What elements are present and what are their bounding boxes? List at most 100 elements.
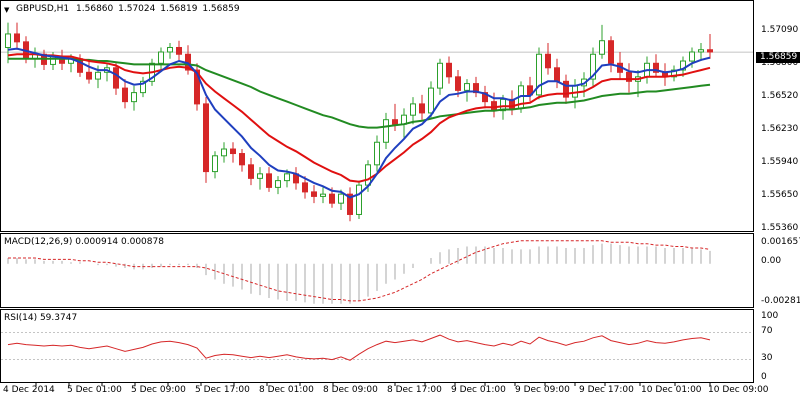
bear-candle bbox=[239, 153, 245, 166]
bear-candle bbox=[311, 191, 317, 197]
bull-candle bbox=[5, 33, 11, 48]
bull-candle bbox=[275, 180, 281, 188]
bear-candle bbox=[419, 103, 425, 114]
price-label: 1.56800 bbox=[761, 58, 799, 68]
rsi-label: 100 bbox=[761, 311, 779, 321]
bull-candle bbox=[356, 184, 362, 215]
price-label: 1.57090 bbox=[761, 25, 799, 35]
bear-candle bbox=[194, 69, 200, 105]
rsi-title: RSI(14) 59.3747 bbox=[4, 313, 78, 323]
bull-candle bbox=[374, 141, 380, 166]
bear-candle bbox=[203, 103, 209, 173]
bull-candle bbox=[671, 69, 677, 78]
bull-candle bbox=[212, 155, 218, 173]
bull-candle bbox=[140, 80, 146, 94]
bull-candle bbox=[95, 71, 101, 80]
bull-candle bbox=[689, 51, 695, 62]
time-label: 9 Dec 09:00 bbox=[515, 385, 570, 395]
ma-slow-line bbox=[8, 57, 711, 129]
chart-header: GBPUSD,H1 1.56860 1.57024 1.56819 1.5685… bbox=[16, 4, 240, 14]
price-label: 1.56520 bbox=[761, 91, 799, 101]
bear-candle bbox=[473, 83, 479, 94]
rsi-line bbox=[7, 334, 711, 361]
bear-candle bbox=[86, 71, 92, 80]
bear-candle bbox=[554, 67, 560, 82]
bull-candle bbox=[428, 87, 434, 114]
price-pane[interactable] bbox=[0, 0, 754, 232]
bear-candle bbox=[653, 62, 659, 73]
time-label: 9 Dec 01:00 bbox=[451, 385, 506, 395]
bear-candle bbox=[707, 49, 713, 53]
bull-candle bbox=[599, 40, 605, 55]
time-label: 8 Dec 01:00 bbox=[259, 385, 314, 395]
bear-candle bbox=[392, 119, 398, 125]
bear-candle bbox=[545, 53, 551, 69]
bear-candle bbox=[626, 71, 632, 82]
bull-candle bbox=[257, 173, 263, 179]
symbol-label: GBPUSD,H1 bbox=[16, 4, 70, 14]
rsi-label: 30 bbox=[761, 353, 773, 363]
bear-candle bbox=[329, 193, 335, 204]
bull-candle bbox=[590, 53, 596, 80]
bull-candle bbox=[464, 83, 470, 91]
time-label: 5 Dec 01:00 bbox=[67, 385, 122, 395]
bear-candle bbox=[266, 173, 272, 188]
bull-candle bbox=[320, 193, 326, 197]
rsi-pane[interactable] bbox=[0, 309, 754, 383]
bear-candle bbox=[113, 67, 119, 89]
price-label: 1.56230 bbox=[761, 124, 799, 134]
price-label: 1.55940 bbox=[761, 157, 799, 167]
bear-candle bbox=[230, 148, 236, 155]
bull-candle bbox=[437, 62, 443, 89]
price-label: 1.55360 bbox=[761, 223, 799, 233]
open-value: 1.56860 bbox=[76, 4, 114, 14]
bull-candle bbox=[158, 51, 164, 64]
bear-candle bbox=[482, 92, 488, 103]
symbol-dropdown-icon[interactable]: ▼ bbox=[4, 6, 10, 14]
bull-candle bbox=[500, 98, 506, 112]
bull-candle bbox=[536, 53, 542, 96]
price-label: 1.55650 bbox=[761, 190, 799, 200]
time-label: 10 Dec 09:00 bbox=[708, 385, 769, 395]
macd-title: MACD(12,26,9) 0.000914 0.000878 bbox=[4, 237, 164, 247]
bear-candle bbox=[608, 40, 614, 64]
high-value: 1.57024 bbox=[118, 4, 156, 14]
time-label: 5 Dec 17:00 bbox=[195, 385, 250, 395]
current-price-tag: 1.56859 bbox=[756, 52, 800, 63]
time-label: 10 Dec 01:00 bbox=[641, 385, 702, 395]
time-label: 4 Dec 2014 bbox=[3, 385, 55, 395]
bear-candle bbox=[122, 87, 128, 103]
bear-candle bbox=[176, 46, 182, 55]
time-label: 9 Dec 17:00 bbox=[579, 385, 634, 395]
bear-candle bbox=[14, 33, 20, 43]
bear-candle bbox=[347, 193, 353, 215]
time-label: 8 Dec 09:00 bbox=[323, 385, 378, 395]
bear-candle bbox=[455, 76, 461, 91]
rsi-label: 0 bbox=[761, 372, 767, 382]
bull-candle bbox=[167, 46, 173, 53]
bull-candle bbox=[410, 103, 416, 116]
bear-candle bbox=[302, 182, 308, 193]
bear-candle bbox=[446, 62, 452, 78]
ma-fast-line bbox=[7, 47, 711, 199]
bull-candle bbox=[383, 119, 389, 143]
bull-candle bbox=[365, 164, 371, 186]
bull-candle bbox=[680, 60, 686, 71]
bear-candle bbox=[248, 164, 254, 179]
low-value: 1.56819 bbox=[160, 4, 198, 14]
bull-candle bbox=[698, 49, 704, 53]
bull-candle bbox=[338, 193, 344, 204]
bull-candle bbox=[221, 148, 227, 157]
bear-candle bbox=[563, 80, 569, 98]
bull-candle bbox=[284, 173, 290, 182]
time-label: 8 Dec 17:00 bbox=[387, 385, 442, 395]
macd-label: -0.002816 bbox=[761, 296, 800, 306]
macd-signal-line bbox=[8, 240, 711, 302]
macd-label: 0.00 bbox=[761, 256, 782, 266]
macd-label: 0.001657 bbox=[761, 237, 800, 247]
bull-candle bbox=[131, 92, 137, 103]
time-label: 5 Dec 09:00 bbox=[131, 385, 186, 395]
rsi-label: 70 bbox=[761, 326, 773, 336]
